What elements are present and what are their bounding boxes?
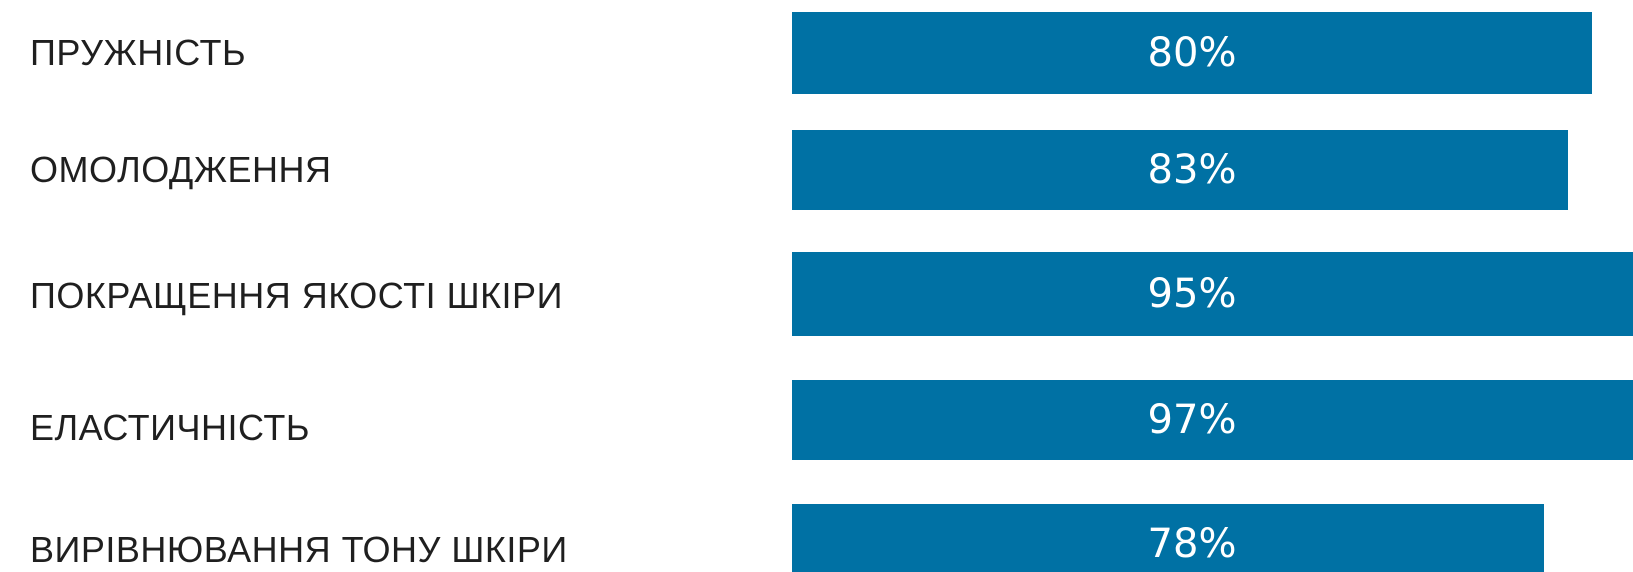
- bar: [792, 130, 1568, 210]
- bar: [792, 380, 1633, 460]
- bar-value-label: 95%: [1147, 271, 1237, 317]
- bar: [792, 504, 1544, 572]
- category-label: ПРУЖНІСТЬ: [30, 32, 247, 73]
- category-label: ВИРІВНЮВАННЯ ТОНУ ШКІРИ: [30, 529, 568, 570]
- bar-value-label: 78%: [1147, 521, 1237, 567]
- bar: [792, 252, 1633, 336]
- bar-value-label: 97%: [1147, 397, 1237, 443]
- bar-value-label: 83%: [1147, 147, 1237, 193]
- category-label: ЕЛАСТИЧНІСТЬ: [30, 407, 310, 448]
- bar-value-label: 80%: [1147, 30, 1237, 76]
- category-label: ПОКРАЩЕННЯ ЯКОСТІ ШКІРИ: [30, 275, 563, 316]
- category-label: ОМОЛОДЖЕННЯ: [30, 149, 332, 190]
- bar: [792, 12, 1592, 94]
